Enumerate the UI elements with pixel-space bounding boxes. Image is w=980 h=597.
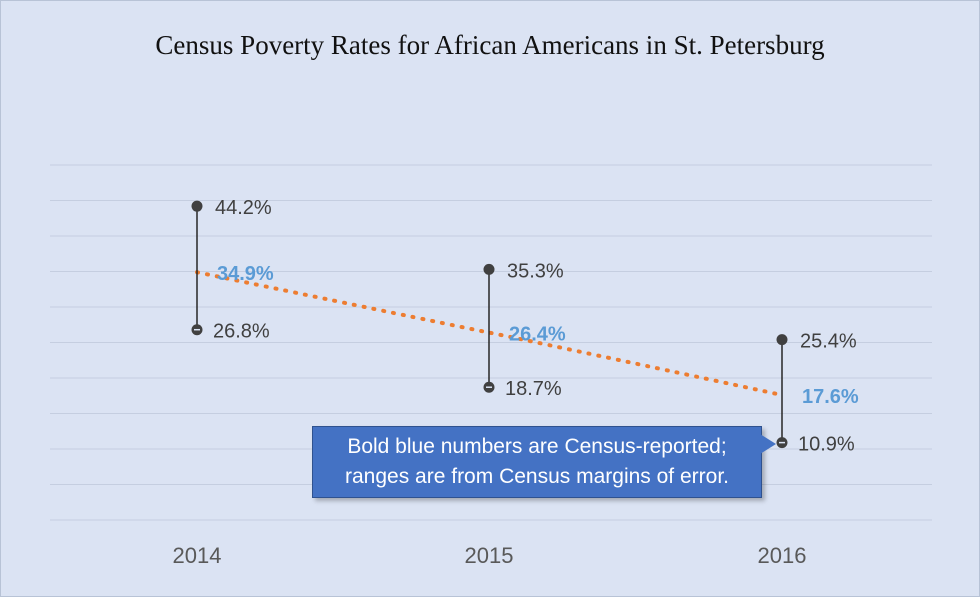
range-low-label: 26.8%	[213, 321, 270, 343]
chart-title: Census Poverty Rates for African America…	[155, 30, 825, 60]
range-high-label: 35.3%	[507, 260, 564, 282]
range-low-label: 10.9%	[798, 434, 855, 456]
range-high-label: 44.2%	[215, 197, 272, 219]
range-high-point	[483, 263, 495, 275]
range-high-point	[776, 334, 788, 346]
annotation-callout-pointer	[760, 434, 776, 454]
x-tick-label: 2016	[758, 543, 807, 568]
annotation-line-2: ranges are from Census margins of error.	[345, 465, 729, 488]
x-tick-label: 2015	[465, 543, 514, 568]
annotation-line-1: Bold blue numbers are Census-reported;	[347, 435, 727, 458]
range-high-label: 25.4%	[800, 331, 857, 353]
range-low-label: 18.7%	[505, 378, 562, 400]
range-high-point	[191, 200, 203, 212]
census-reported-label: 34.9%	[217, 263, 274, 285]
annotation-callout: Bold blue numbers are Census-reported; r…	[312, 426, 762, 498]
x-tick-label: 2014	[173, 543, 222, 568]
census-reported-label: 26.4%	[509, 324, 566, 346]
census-reported-label: 17.6%	[802, 386, 859, 408]
